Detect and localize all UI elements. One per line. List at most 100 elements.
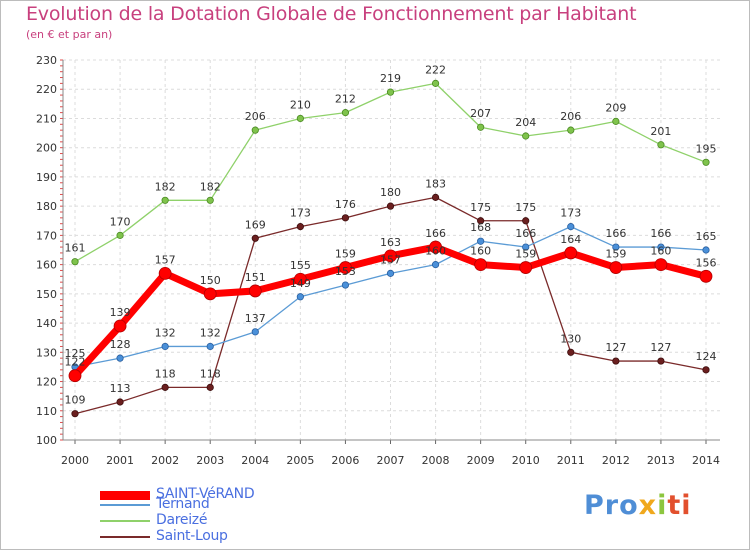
legend-label: Ternand xyxy=(156,496,210,512)
x-tick-label: 2000 xyxy=(61,454,89,467)
data-label: 180 xyxy=(380,186,401,199)
data-label: 137 xyxy=(245,312,266,325)
proxiti-logo: Proxiti xyxy=(584,490,692,521)
data-label: 176 xyxy=(335,198,356,211)
y-tick-label: 120 xyxy=(36,376,57,389)
data-point xyxy=(477,237,485,245)
x-tick-label: 2006 xyxy=(331,454,359,467)
legend-label: Saint-Loup xyxy=(156,528,228,544)
legend-label: Dareizé xyxy=(156,512,208,528)
data-label: 212 xyxy=(335,93,356,106)
data-label: 128 xyxy=(110,338,131,351)
data-point xyxy=(474,258,488,272)
data-point xyxy=(519,261,533,274)
data-label: 130 xyxy=(560,332,581,345)
data-label: 122 xyxy=(65,356,86,369)
data-label: 173 xyxy=(560,207,581,220)
x-tick-label: 2004 xyxy=(241,454,269,467)
data-label: 201 xyxy=(650,125,671,138)
data-point xyxy=(612,357,620,365)
data-label: 210 xyxy=(290,98,311,111)
data-point xyxy=(251,126,259,134)
data-point xyxy=(477,123,485,131)
x-tick-label: 2013 xyxy=(647,454,675,467)
data-point xyxy=(248,284,262,298)
data-label: 166 xyxy=(425,227,446,240)
data-label: 222 xyxy=(425,63,446,76)
data-point xyxy=(113,319,127,333)
data-point xyxy=(567,348,575,356)
y-tick-label: 110 xyxy=(36,405,57,418)
data-point xyxy=(386,202,395,210)
data-point xyxy=(431,79,440,87)
data-label: 118 xyxy=(155,367,176,380)
x-tick-label: 2005 xyxy=(286,454,314,467)
data-point xyxy=(161,342,169,351)
legend-swatch xyxy=(100,504,150,506)
data-label: 163 xyxy=(380,236,401,249)
data-point xyxy=(564,246,578,260)
data-label: 157 xyxy=(155,253,176,266)
data-point xyxy=(293,272,307,286)
data-label: 155 xyxy=(290,259,311,272)
data-point xyxy=(71,410,79,418)
data-label: 209 xyxy=(605,101,626,114)
data-point xyxy=(657,141,665,149)
logo-part: i xyxy=(657,490,668,521)
data-point xyxy=(71,258,79,266)
data-point xyxy=(567,223,575,231)
y-tick-label: 150 xyxy=(36,288,57,301)
x-tick-label: 2009 xyxy=(467,454,495,467)
y-tick-label: 100 xyxy=(36,434,57,447)
data-label: 206 xyxy=(560,110,581,123)
data-label: 153 xyxy=(335,265,356,278)
x-tick-label: 2007 xyxy=(377,454,405,467)
data-point xyxy=(702,158,710,166)
grid xyxy=(63,59,720,441)
data-label: 165 xyxy=(696,230,717,243)
y-tick-label: 200 xyxy=(36,142,57,155)
data-point xyxy=(116,231,124,239)
data-point xyxy=(657,357,665,365)
data-label: 182 xyxy=(200,180,221,193)
logo-part: ti xyxy=(667,490,692,521)
x-tick-label: 2014 xyxy=(692,454,720,467)
x-tick-label: 2011 xyxy=(557,454,585,467)
data-label: 219 xyxy=(380,72,401,85)
data-point xyxy=(116,398,124,406)
data-point xyxy=(251,328,259,336)
data-label: 159 xyxy=(335,248,356,261)
logo-part: Pro xyxy=(584,490,639,521)
data-point xyxy=(206,196,214,204)
data-label: 166 xyxy=(515,227,536,240)
data-label: 175 xyxy=(470,201,491,214)
legend-label: SAINT-VéRAND xyxy=(156,486,255,502)
x-tick-label: 2003 xyxy=(196,454,224,467)
data-point xyxy=(477,217,485,225)
data-point xyxy=(339,261,352,274)
y-tick-label: 130 xyxy=(36,346,57,359)
data-point xyxy=(522,217,530,225)
data-point xyxy=(206,342,214,351)
data-point xyxy=(296,293,304,301)
data-label: 160 xyxy=(425,245,446,258)
data-label: 118 xyxy=(200,367,221,380)
data-point xyxy=(341,281,350,289)
legend-swatch xyxy=(100,520,150,522)
y-tick-label: 220 xyxy=(36,83,57,96)
data-label: 132 xyxy=(155,326,176,339)
legend-swatch xyxy=(100,490,150,500)
data-label: 170 xyxy=(110,215,131,228)
logo-part: x xyxy=(638,490,658,521)
data-labels: 109 113 118 118 169 173 176 180 183 175 175 130 127 1… xyxy=(65,63,717,406)
data-point xyxy=(609,261,623,274)
data-point xyxy=(384,249,397,263)
data-point xyxy=(296,114,304,123)
data-label: 139 xyxy=(110,306,131,319)
data-point xyxy=(522,132,530,140)
y-tick-label: 140 xyxy=(36,317,57,330)
data-label: 157 xyxy=(380,253,401,266)
data-label: 168 xyxy=(470,221,491,234)
